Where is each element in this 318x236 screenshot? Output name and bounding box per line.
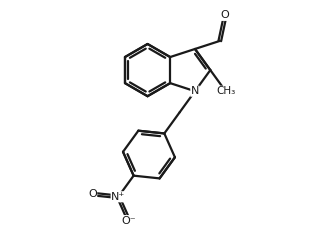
Text: N⁺: N⁺ <box>111 192 125 202</box>
Text: N: N <box>191 86 199 96</box>
Text: O⁻: O⁻ <box>121 216 136 226</box>
Text: O: O <box>88 189 97 199</box>
Text: CH₃: CH₃ <box>216 86 235 96</box>
Text: O: O <box>221 10 230 20</box>
